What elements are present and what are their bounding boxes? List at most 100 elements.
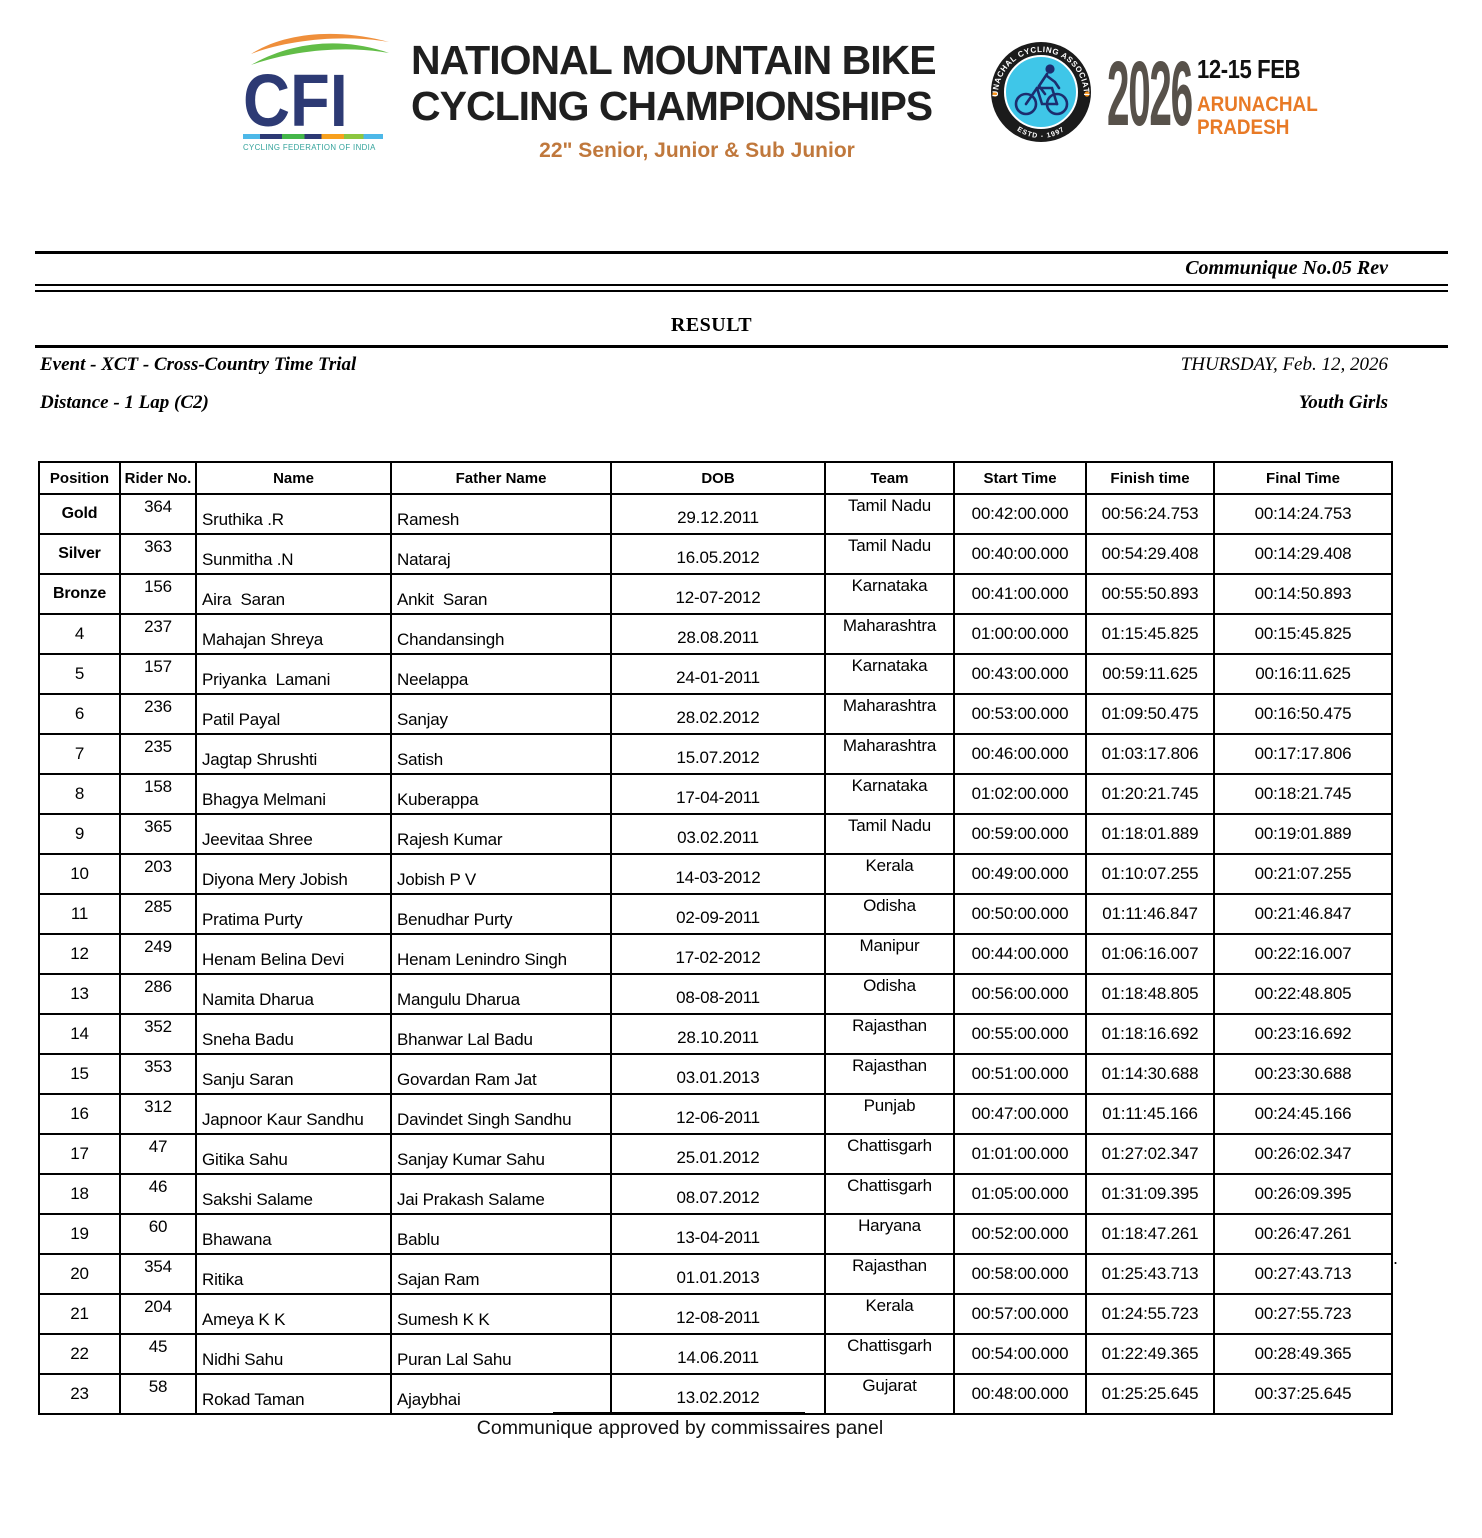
cell-final-time: 00:37:25.645 [1213, 1373, 1393, 1415]
cell-position: 4 [38, 613, 121, 655]
cell-team: Tamil Nadu [824, 813, 955, 855]
cell-dob: 03.02.2011 [610, 813, 826, 855]
col-header-position: Position [38, 461, 121, 495]
cell-father-name: Sanjay Kumar Sahu [390, 1133, 612, 1175]
cell-dob: 28.10.2011 [610, 1013, 826, 1055]
badge-icon: ARUNACHAL CYCLING ASSOCIATION ESTD - 199… [986, 31, 1091, 142]
cell-final-time: 00:14:24.753 [1213, 493, 1393, 535]
cell-final-time: 00:28:49.365 [1213, 1333, 1393, 1375]
cell-rider-no: 235 [119, 733, 197, 775]
cell-dob: 16.05.2012 [610, 533, 826, 575]
cell-father-name: Sumesh K K [390, 1293, 612, 1335]
cell-team: Manipur [824, 933, 955, 975]
cell-final-time: 00:26:47.261 [1213, 1213, 1393, 1255]
cell-rider-no: 352 [119, 1013, 197, 1055]
cell-finish-time: 01:27:02.347 [1085, 1133, 1215, 1175]
title-line-1: NATIONAL MOUNTAIN BIKE [411, 37, 937, 83]
cell-start-time: 00:48:00.000 [953, 1373, 1087, 1415]
event-place-line-2: PRADESH [1197, 116, 1290, 140]
cell-finish-time: 01:25:25.645 [1085, 1373, 1215, 1415]
cfi-waves-icon [251, 33, 389, 65]
cell-rider-no: 60 [119, 1213, 197, 1255]
cfi-stripe [243, 133, 383, 139]
cell-final-time: 00:21:46.847 [1213, 893, 1393, 935]
cell-rider-no: 47 [119, 1133, 197, 1175]
cell-father-name: Jobish P V [390, 853, 612, 895]
table-row: 8 158 Bhagya Melmani Kuberappa 17-04-2011 Kar… [38, 773, 1393, 815]
event-meta-line: Event - XCT - Cross-Country Time Trial T… [40, 354, 1388, 376]
cell-dob: 17-02-2012 [610, 933, 826, 975]
event-name: Event - XCT - Cross-Country Time Trial [40, 354, 357, 375]
cell-father-name: Satish [390, 733, 612, 775]
cell-position: 19 [38, 1213, 121, 1255]
cell-father-name: Nataraj [390, 533, 612, 575]
cell-team: Karnataka [824, 573, 955, 615]
col-header-father-name: Father Name [390, 461, 612, 495]
col-header-start-time: Start Time [953, 461, 1087, 495]
cell-rider-no: 286 [119, 973, 197, 1015]
cell-start-time: 00:59:00.000 [953, 813, 1087, 855]
cell-rider-no: 46 [119, 1173, 197, 1215]
cell-name: Sneha Badu [195, 1013, 392, 1055]
cell-position: 6 [38, 693, 121, 735]
cell-start-time: 00:41:00.000 [953, 573, 1087, 615]
event-place-line-1: ARUNACHAL [1197, 93, 1318, 116]
cell-name: Jagtap Shrushti [195, 733, 392, 775]
approval-text: Communique approved by commissaires pane… [476, 1417, 884, 1439]
table-header-row: Position Rider No. Name Father Name DOB … [38, 461, 1393, 495]
cell-final-time: 00:26:02.347 [1213, 1133, 1393, 1175]
cell-rider-no: 203 [119, 853, 197, 895]
cell-dob: 12-07-2012 [610, 573, 826, 615]
cell-name: Ritika [195, 1253, 392, 1295]
cell-name: Bhawana [195, 1213, 392, 1255]
cell-team: Maharashtra [824, 613, 955, 655]
cell-name: Priyanka Lamani [195, 653, 392, 695]
table-row: 20 354 Ritika Sajan Ram 01.01.2013 Rajasthan 0… [38, 1253, 1393, 1295]
cell-father-name: Davindet Singh Sandhu [390, 1093, 612, 1135]
cell-start-time: 00:49:00.000 [953, 853, 1087, 895]
cell-start-time: 00:53:00.000 [953, 693, 1087, 735]
table-row: 23 58 Rokad Taman Ajaybhai 13.02.2012 Gujarat… [38, 1373, 1393, 1415]
cell-dob: 13.02.2012 [610, 1373, 826, 1415]
cell-position: 18 [38, 1173, 121, 1215]
cell-rider-no: 58 [119, 1373, 197, 1415]
cell-start-time: 00:55:00.000 [953, 1013, 1087, 1055]
cell-rider-no: 249 [119, 933, 197, 975]
cell-finish-time: 00:59:11.625 [1085, 653, 1215, 695]
cell-team: Maharashtra [824, 693, 955, 735]
col-header-rider-no: Rider No. [119, 461, 197, 495]
horizontal-rule-mid [35, 345, 1448, 348]
cell-dob: 15.07.2012 [610, 733, 826, 775]
horizontal-rule-double [35, 284, 1448, 292]
cell-position: Bronze [38, 573, 121, 615]
cell-rider-no: 364 [119, 493, 197, 535]
cell-finish-time: 01:14:30.688 [1085, 1053, 1215, 1095]
cell-position: 10 [38, 853, 121, 895]
cell-position: 23 [38, 1373, 121, 1415]
cell-rider-no: 312 [119, 1093, 197, 1135]
cell-team: Tamil Nadu [824, 533, 955, 575]
cell-position: 22 [38, 1333, 121, 1375]
cell-start-time: 00:44:00.000 [953, 933, 1087, 975]
cell-name: Mahajan Shreya [195, 613, 392, 655]
cell-dob: 29.12.2011 [610, 493, 826, 535]
cell-final-time: 00:15:45.825 [1213, 613, 1393, 655]
cell-dob: 01.01.2013 [610, 1253, 826, 1295]
cell-position: 12 [38, 933, 121, 975]
results-table-body: Gold 364 Sruthika .R Ramesh 29.12.2011 Tamil … [38, 493, 1393, 1415]
table-row: 7 235 Jagtap Shrushti Satish 15.07.2012 Mahar… [38, 733, 1393, 775]
cell-name: Namita Dharua [195, 973, 392, 1015]
cell-father-name: Ankit Saran [390, 573, 612, 615]
cell-rider-no: 354 [119, 1253, 197, 1295]
cell-finish-time: 01:18:47.261 [1085, 1213, 1215, 1255]
cell-final-time: 00:14:29.408 [1213, 533, 1393, 575]
cell-team: Chattisgarh [824, 1333, 955, 1375]
cell-finish-time: 01:15:45.825 [1085, 613, 1215, 655]
communique-number: Communique No.05 Rev [1185, 257, 1388, 279]
cell-name: Japnoor Kaur Sandhu [195, 1093, 392, 1135]
cell-rider-no: 237 [119, 613, 197, 655]
cell-father-name: Kuberappa [390, 773, 612, 815]
table-row: 12 249 Henam Belina Devi Henam Lenindro Sin… [38, 933, 1393, 975]
cell-name: Gitika Sahu [195, 1133, 392, 1175]
